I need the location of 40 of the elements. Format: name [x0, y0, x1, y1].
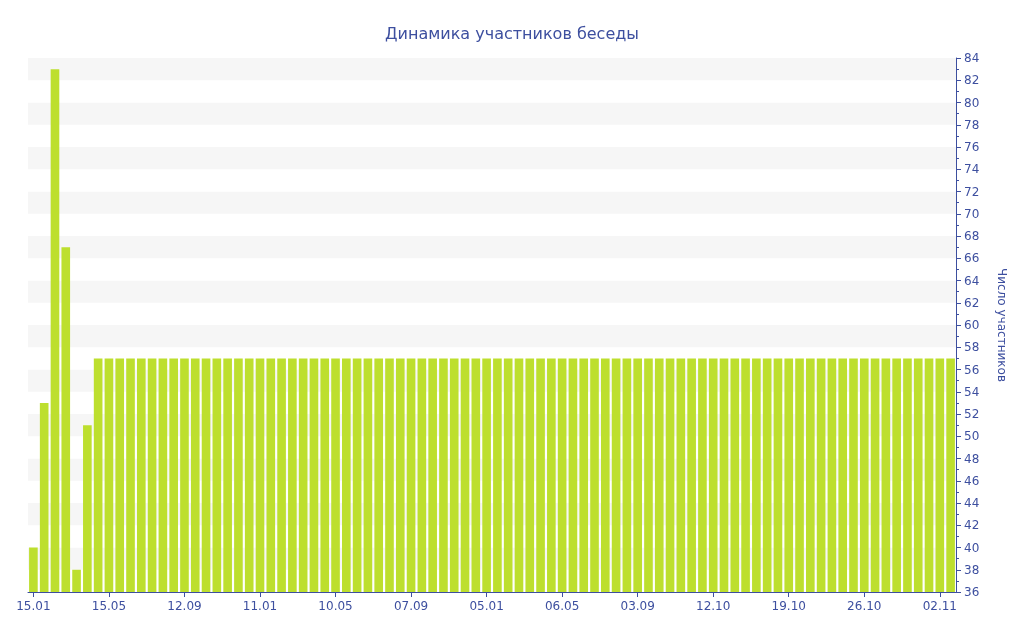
y-tick-label: 54 — [964, 384, 980, 399]
y-tick-label: 74 — [964, 162, 980, 177]
y-tick-label: 80 — [964, 95, 980, 110]
y-tick-label: 40 — [964, 540, 980, 555]
chart-title: Динамика участников беседы — [385, 23, 639, 43]
y-tick-label: 44 — [964, 496, 980, 510]
y-tick-label: 46 — [964, 473, 980, 488]
y-tick-label: 64 — [964, 273, 980, 288]
y-tick-label: 48 — [964, 451, 980, 466]
x-tick-label: 12.09 — [167, 599, 202, 613]
y-axis-title: Число участников — [995, 268, 1009, 382]
y-tick-label: 78 — [964, 117, 980, 132]
y-tick-label: 60 — [964, 318, 980, 332]
y-tick-label: 62 — [964, 295, 980, 310]
x-tick-label: 15.01 — [16, 599, 51, 613]
y-tick-label: 58 — [964, 340, 980, 355]
y-tick-label: 70 — [964, 206, 980, 221]
x-tick-label: 11.01 — [242, 599, 278, 613]
y-tick-label: 52 — [964, 407, 980, 421]
x-tick-label: 15.05 — [91, 599, 127, 613]
x-tick-label: 06.05 — [544, 599, 580, 613]
x-tick-label: 02.11 — [922, 599, 957, 613]
x-tick-label: 03.09 — [620, 599, 655, 613]
x-tick-label: 12.10 — [696, 599, 731, 613]
x-tick-label: 19.10 — [771, 599, 806, 613]
y-tick-label: 84 — [964, 51, 980, 65]
y-tick-label: 72 — [964, 184, 980, 199]
y-tick-label: 68 — [964, 229, 980, 243]
y-tick-label: 82 — [964, 73, 980, 88]
y-tick-label: 36 — [964, 585, 980, 599]
x-tick-label: 26.10 — [847, 599, 882, 613]
y-tick-label: 38 — [964, 562, 980, 577]
y-tick-label: 76 — [964, 140, 980, 154]
y-tick-label: 42 — [964, 518, 980, 533]
x-tick-label: 07.09 — [393, 599, 429, 613]
y-tick-label: 66 — [964, 251, 980, 266]
x-tick-label: 05.01 — [469, 599, 504, 613]
y-tick-label: 50 — [964, 429, 980, 444]
y-tick-label: 56 — [964, 362, 980, 377]
x-tick-label: 10.05 — [318, 599, 353, 613]
